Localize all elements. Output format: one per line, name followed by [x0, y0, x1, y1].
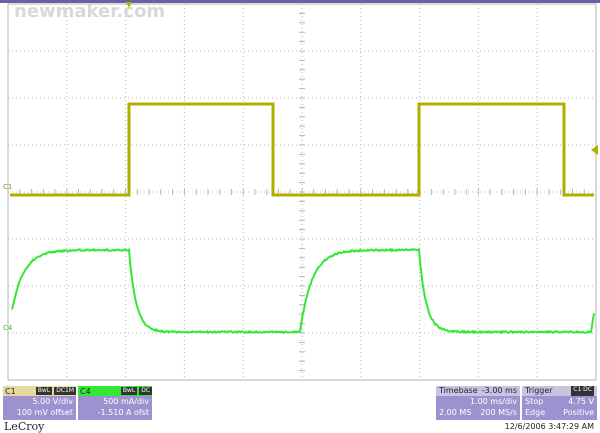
source: C1 DC	[571, 386, 594, 396]
sample-rate: 200 MS/s	[480, 407, 517, 418]
channel-1-panel[interactable]: C1 BwL DC1M 5.00 V/div 100 mV offset	[3, 386, 76, 420]
channel-name: C1	[3, 387, 34, 396]
channel-4-marker: C4	[3, 324, 13, 332]
acquisition: 2.00 MS 200 MS/s	[436, 407, 520, 418]
timebase-panel[interactable]: Timebase -3.00 ms 1.00 ms/div 2.00 MS 20…	[436, 386, 520, 420]
horizontal-scale: 1.00 ms/div	[436, 396, 520, 407]
brand: LeCroy	[4, 420, 44, 433]
channel-name: C4	[78, 387, 119, 396]
mode: Stop	[525, 396, 543, 407]
channel-4-panel[interactable]: C4 BwL DC 500 mA/div -1.510 A ofst	[78, 386, 152, 420]
timebase-header: Timebase -3.00 ms	[436, 386, 520, 396]
trigger-type: Edge Positive	[522, 407, 597, 418]
watermark: newmaker.com	[14, 1, 165, 22]
offset: -1.510 A ofst	[78, 407, 152, 418]
trigger-state: Stop 4.75 V	[522, 396, 597, 407]
timestamp: 12/6/2006 3:47:29 AM	[505, 422, 594, 431]
offset: 100 mV offset	[3, 407, 76, 418]
delay: -3.00 ms	[482, 386, 517, 396]
vertical-scale: 500 mA/div	[78, 396, 152, 407]
channel-4-header: C4 BwL DC	[78, 386, 152, 396]
bandwidth-limit: BwL	[121, 387, 137, 395]
level: 4.75 V	[568, 396, 594, 407]
slope: Positive	[563, 407, 594, 418]
coupling: DC	[139, 387, 152, 395]
vertical-scale: 5.00 V/div	[3, 396, 76, 407]
samples: 2.00 MS	[439, 407, 471, 418]
coupling: DC1M	[54, 387, 76, 395]
type: Edge	[525, 407, 545, 418]
trigger-header: Trigger C1 DC	[522, 386, 597, 396]
trigger-panel[interactable]: Trigger C1 DC Stop 4.75 V Edge Positive	[522, 386, 597, 420]
channel-4-trace	[12, 249, 594, 333]
title: Timebase	[439, 386, 478, 396]
channel-1-header: C1 BwL DC1M	[3, 386, 76, 396]
bandwidth-limit: BwL	[36, 387, 52, 395]
channel-1-marker: C1	[3, 183, 12, 191]
waveform-display: newmaker.com C1 C4	[0, 0, 600, 384]
trigger-level-marker	[591, 145, 598, 155]
channel-1-trace	[10, 104, 594, 195]
title: Trigger	[525, 386, 553, 396]
